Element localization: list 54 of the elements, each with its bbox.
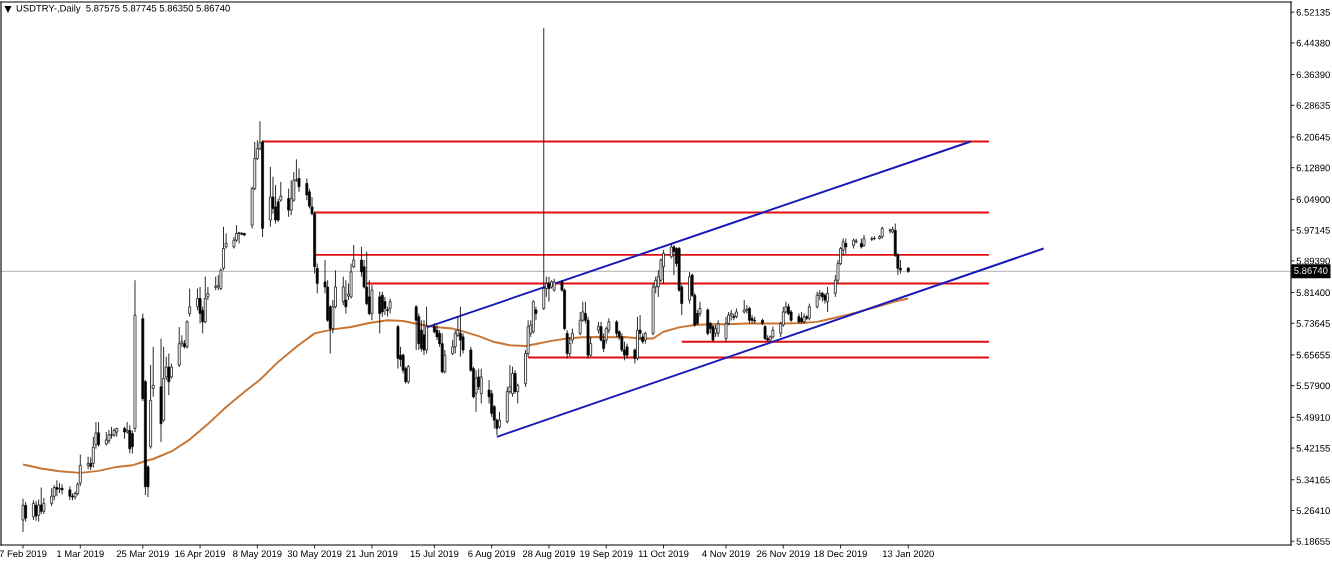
y-tick-label: 5.57900 [1296,382,1330,390]
ref-line-label: 5.86740 [1294,267,1328,274]
y-tick-label: 6.12890 [1296,164,1330,172]
x-tick-label: 7 Feb 2019 [0,550,47,558]
candlestick [826,286,829,313]
candlestick [425,306,428,354]
x-tick-label: 11 Oct 2019 [638,550,689,558]
candlestick [724,316,728,343]
y-tick-label: 5.81400 [1296,289,1330,297]
y-tick-label: 5.42155 [1296,444,1330,452]
y-tick-label: 5.49910 [1296,414,1330,421]
candlestick [177,326,181,368]
y-tick-label: 5.18655 [1296,538,1330,545]
x-tick-label: 21 Jun 2019 [346,550,398,558]
candlestick [565,329,569,359]
y-tick-label: 6.20645 [1296,133,1330,141]
x-tick-label: 30 May 2019 [287,550,342,559]
x-tick-label: 16 Apr 2019 [175,550,226,559]
candlestick [188,288,192,318]
candlestick [97,421,100,448]
candlestick [370,284,374,321]
chart-title: USDTRY-,Daily 5.87575 5.87745 5.86350 5.86740 [16,4,230,14]
x-tick-label: 8 May 2019 [233,550,282,559]
x-tick-label: 6 Aug 2019 [468,550,516,559]
candlestick [414,304,418,351]
y-tick-label: 5.26410 [1296,507,1330,514]
y-tick-label: 6.52135 [1296,8,1330,16]
x-tick-label: 18 Dec 2019 [814,550,867,558]
candlestick [352,244,356,269]
y-tick-label: 6.28635 [1296,102,1330,109]
candlestick [742,299,746,314]
y-tick-label: 5.73645 [1296,320,1330,327]
x-tick-label: 13 Jan 2020 [882,550,934,558]
x-tick-label: 15 Jul 2019 [410,550,459,558]
y-tick-label: 6.44380 [1296,39,1330,47]
candlestick [662,249,665,284]
x-tick-label: 28 Aug 2019 [522,550,576,559]
x-tick-label: 4 Nov 2019 [702,550,750,558]
y-tick-label: 5.97145 [1296,226,1330,234]
y-tick-label: 5.65655 [1296,351,1330,359]
y-tick-label: 5.89390 [1296,257,1330,265]
x-tick-label: 25 Mar 2019 [116,550,169,558]
y-tick-label: 5.34165 [1296,476,1330,484]
candlestick [459,306,462,358]
x-tick-label: 19 Sep 2019 [580,550,633,559]
x-tick-label: 1 Mar 2019 [57,550,104,558]
candlestick [21,498,25,533]
candlestick [268,166,272,228]
y-tick-label: 6.04900 [1296,196,1330,203]
candlestick [58,482,61,494]
x-tick-label: 26 Nov 2019 [756,550,810,558]
y-tick-label: 6.36390 [1296,71,1330,79]
candlestick [287,188,290,218]
candlestick [128,424,132,454]
